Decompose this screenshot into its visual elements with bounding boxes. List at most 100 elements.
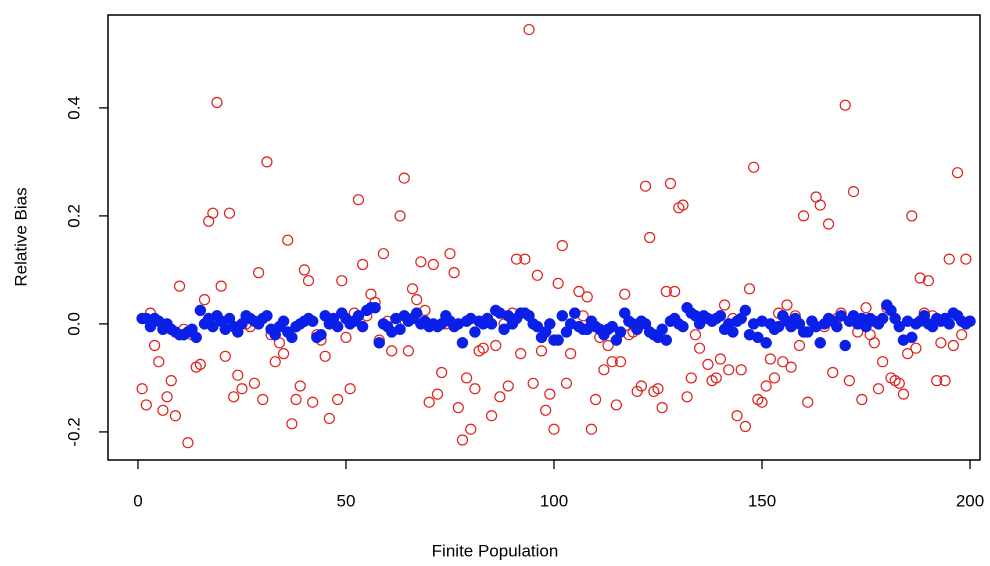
- point: [914, 272, 926, 284]
- point: [352, 194, 365, 206]
- point: [727, 326, 739, 338]
- point: [223, 207, 236, 219]
- point: [831, 320, 843, 333]
- point: [702, 358, 714, 371]
- point: [764, 353, 776, 365]
- point: [565, 348, 577, 360]
- point: [336, 275, 348, 287]
- point: [344, 383, 356, 395]
- point: [652, 383, 664, 395]
- point: [410, 307, 423, 319]
- point: [619, 288, 631, 300]
- point: [161, 391, 173, 403]
- point: [535, 345, 548, 357]
- point: [452, 402, 464, 414]
- point: [573, 285, 585, 298]
- point: [282, 234, 294, 246]
- point: [956, 329, 968, 341]
- point: [373, 337, 386, 349]
- point: [290, 393, 302, 406]
- point: [485, 410, 498, 422]
- point: [793, 339, 806, 352]
- point: [689, 329, 702, 341]
- point: [693, 342, 706, 354]
- y-tick-label: 0.2: [64, 204, 83, 228]
- point: [660, 334, 673, 346]
- point: [839, 339, 851, 352]
- point: [943, 318, 955, 330]
- point: [556, 240, 568, 252]
- point: [494, 391, 506, 403]
- point: [822, 218, 835, 230]
- point: [431, 388, 444, 400]
- point: [436, 366, 448, 379]
- point: [540, 404, 552, 416]
- point: [943, 253, 955, 265]
- point: [947, 339, 959, 352]
- point: [839, 99, 851, 111]
- point: [352, 310, 365, 322]
- point: [922, 275, 935, 287]
- x-tick-label: 150: [748, 491, 776, 510]
- point: [307, 396, 319, 408]
- point: [685, 372, 697, 384]
- point: [219, 350, 231, 362]
- point: [198, 294, 211, 306]
- point: [893, 320, 906, 333]
- point: [302, 275, 315, 287]
- y-tick-label: -0.2: [64, 417, 83, 446]
- point: [606, 356, 618, 368]
- point: [323, 412, 335, 425]
- point: [277, 315, 290, 327]
- point: [456, 337, 469, 349]
- point: [556, 310, 569, 322]
- point: [402, 345, 414, 357]
- point: [902, 348, 914, 360]
- point: [731, 410, 743, 422]
- point: [394, 210, 406, 222]
- y-axis-title: Relative Bias: [11, 187, 30, 286]
- point: [777, 356, 789, 368]
- point: [190, 331, 202, 344]
- point: [656, 402, 668, 414]
- point: [798, 210, 810, 222]
- point: [140, 399, 152, 411]
- point: [148, 339, 161, 352]
- point: [635, 380, 647, 392]
- point: [448, 267, 460, 279]
- point: [465, 423, 477, 435]
- point: [257, 393, 269, 406]
- point: [544, 318, 556, 330]
- point: [939, 375, 951, 387]
- point: [843, 375, 855, 387]
- point: [386, 345, 398, 357]
- point: [173, 280, 186, 292]
- point: [893, 377, 905, 389]
- point: [656, 323, 668, 336]
- point: [960, 253, 972, 265]
- point: [377, 248, 390, 260]
- point: [531, 269, 543, 281]
- point: [814, 337, 826, 349]
- point: [847, 185, 860, 198]
- point: [872, 383, 885, 395]
- point: [610, 399, 622, 411]
- point: [253, 267, 265, 279]
- point: [760, 380, 772, 392]
- point: [760, 337, 772, 349]
- point: [298, 264, 310, 276]
- point: [677, 320, 689, 333]
- point: [490, 339, 502, 352]
- point: [614, 356, 627, 368]
- point: [544, 388, 556, 400]
- point: [739, 420, 751, 433]
- point: [194, 358, 206, 371]
- point: [876, 312, 889, 325]
- point: [232, 369, 244, 381]
- point: [169, 410, 181, 422]
- point: [398, 172, 410, 184]
- point: [606, 320, 618, 333]
- point: [456, 434, 469, 446]
- point: [315, 328, 327, 341]
- point: [735, 364, 747, 376]
